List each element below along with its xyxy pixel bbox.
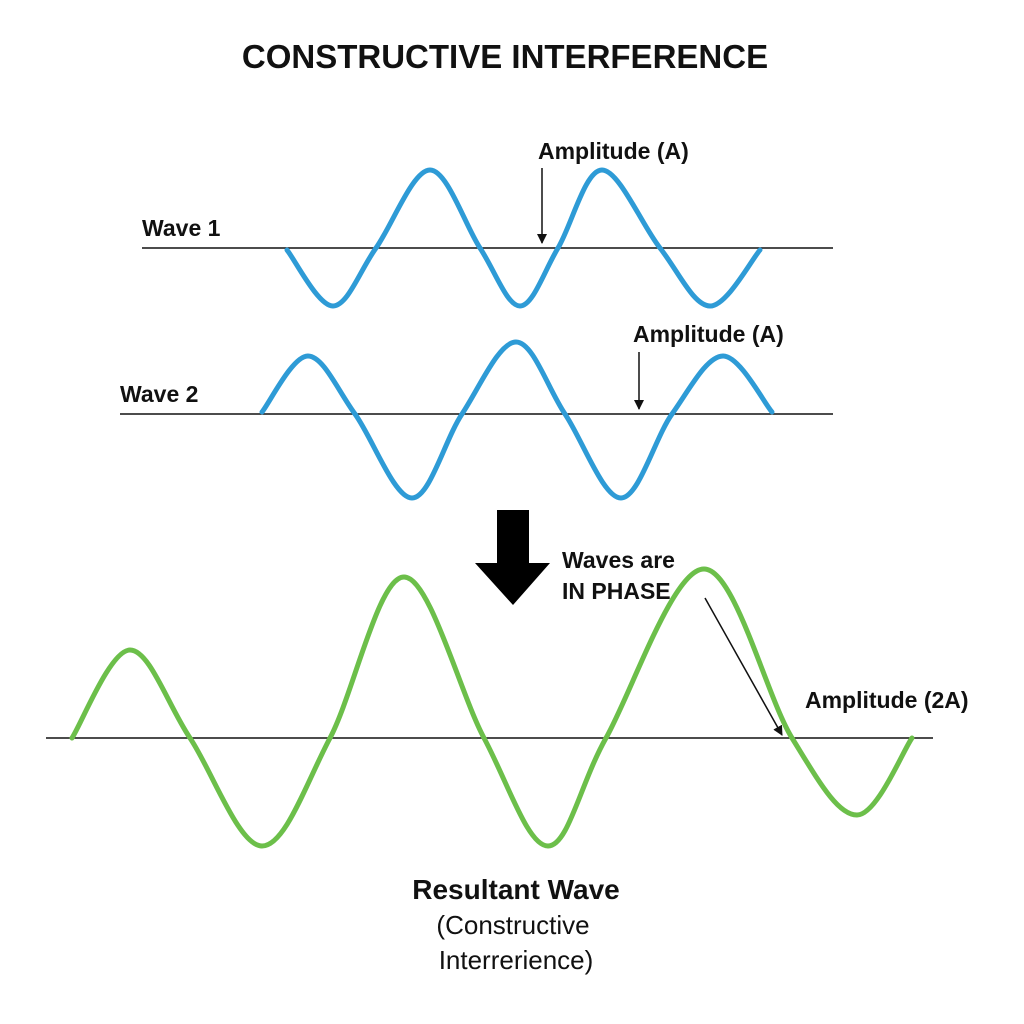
resultant-wave-group: Amplitude (2A) xyxy=(46,566,969,849)
resultant-amplitude-label: Amplitude (2A) xyxy=(805,687,969,713)
diagram-title: CONSTRUCTIVE INTERFERENCE xyxy=(242,38,768,75)
phase-note-line-1: Waves are xyxy=(562,547,675,573)
wave-2-curve xyxy=(259,339,775,501)
wave-2-label: Wave 2 xyxy=(120,381,198,407)
resultant-caption-title: Resultant Wave xyxy=(412,874,619,905)
down-arrow-icon xyxy=(475,510,550,605)
resultant-amplitude-arrow xyxy=(704,597,783,736)
resultant-caption-line-2: (Constructive xyxy=(436,910,589,940)
wave-1-label: Wave 1 xyxy=(142,215,221,241)
resultant-wave-curve xyxy=(69,566,915,849)
resultant-caption-line-3: Interrerience) xyxy=(439,945,594,975)
wave-1-amplitude-label: Amplitude (A) xyxy=(538,138,689,164)
wave-1-group: Wave 1 Amplitude (A) xyxy=(142,138,833,309)
wave-2-amplitude-label: Amplitude (A) xyxy=(633,321,784,347)
wave-2-group: Wave 2 Amplitude (A) xyxy=(120,321,833,501)
wave-1-curve xyxy=(284,167,763,309)
phase-note-line-2: IN PHASE xyxy=(562,578,671,604)
